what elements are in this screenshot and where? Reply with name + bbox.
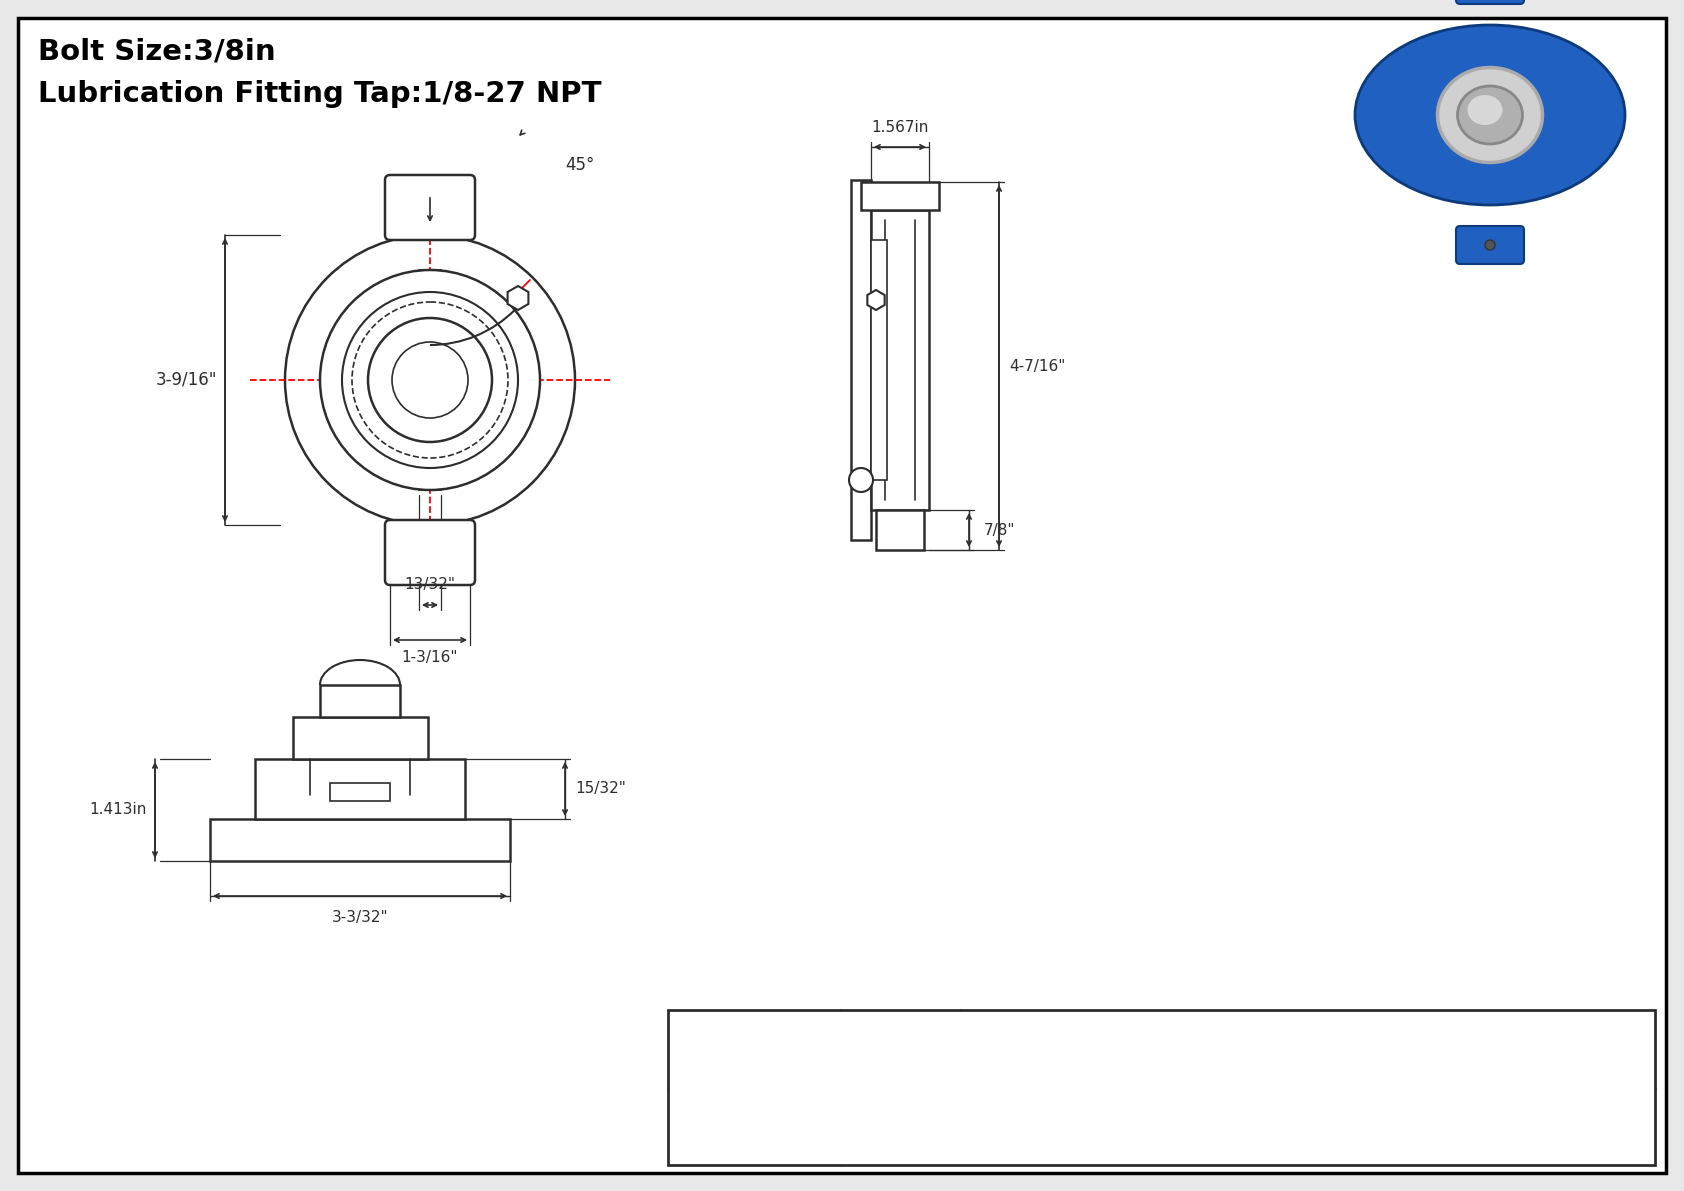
Text: Part
Number: Part Number	[781, 1029, 847, 1068]
Text: 1.413in: 1.413in	[89, 803, 147, 817]
Circle shape	[320, 270, 541, 490]
Text: 7/8": 7/8"	[983, 523, 1015, 537]
Text: 4-7/16": 4-7/16"	[1009, 358, 1066, 374]
Ellipse shape	[1467, 95, 1502, 125]
Text: Lubrication Fitting Tap:1/8-27 NPT: Lubrication Fitting Tap:1/8-27 NPT	[39, 80, 601, 108]
FancyBboxPatch shape	[386, 175, 475, 241]
Bar	[850, 180, 871, 540]
Bar	[320, 685, 401, 717]
Text: 1-3/16": 1-3/16"	[402, 650, 458, 665]
Text: Two-Bolt Flange Bearing Accu-Loc Concentric Collar
Locking: Two-Bolt Flange Bearing Accu-Loc Concent…	[1137, 1045, 1479, 1073]
Text: Bolt Size:3/8in: Bolt Size:3/8in	[39, 38, 276, 66]
Bar	[254, 759, 465, 819]
Bar	[210, 819, 510, 861]
Bar	[871, 210, 930, 510]
Circle shape	[352, 303, 509, 459]
Circle shape	[285, 235, 574, 525]
Bar	[871, 241, 887, 480]
Bar	[876, 510, 925, 550]
Circle shape	[1485, 241, 1495, 250]
FancyBboxPatch shape	[1457, 226, 1524, 264]
Bar	[669, 1010, 1655, 1165]
Ellipse shape	[1356, 25, 1625, 205]
Ellipse shape	[1457, 86, 1522, 144]
FancyBboxPatch shape	[386, 520, 475, 585]
Ellipse shape	[1438, 68, 1543, 162]
Circle shape	[369, 318, 492, 442]
Text: 15/32": 15/32"	[574, 781, 626, 797]
Text: LILY: LILY	[697, 1027, 802, 1071]
Circle shape	[342, 292, 519, 468]
Text: 45°: 45°	[566, 156, 594, 174]
Text: ®: ®	[793, 1028, 812, 1046]
Text: 13/32": 13/32"	[404, 576, 455, 592]
Text: 3-9/16": 3-9/16"	[155, 372, 217, 389]
Text: 1.567in: 1.567in	[871, 120, 928, 135]
Text: UEFX206-19: UEFX206-19	[1241, 1028, 1374, 1046]
Bar	[861, 182, 940, 210]
FancyBboxPatch shape	[1457, 0, 1524, 4]
Bar	[293, 717, 428, 759]
Text: 3-3/32": 3-3/32"	[332, 910, 389, 925]
Circle shape	[849, 468, 872, 492]
Text: Email: lilybearing@lily-bearing.com: Email: lilybearing@lily-bearing.com	[1125, 1054, 1371, 1068]
Circle shape	[392, 342, 468, 418]
Bar	[330, 782, 391, 802]
Text: SHANGHAI LILY BEARING LIMITED: SHANGHAI LILY BEARING LIMITED	[1091, 1030, 1404, 1048]
